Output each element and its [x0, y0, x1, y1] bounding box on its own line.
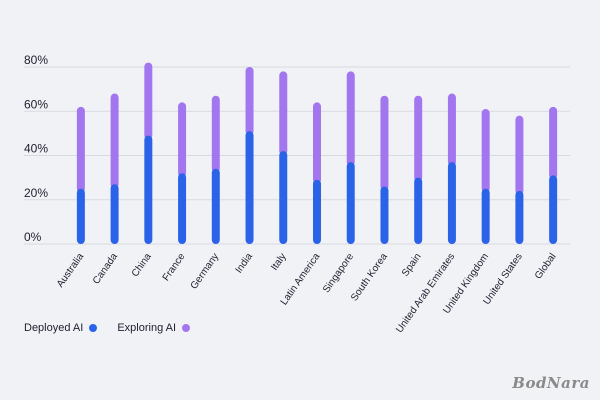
bar-exploring — [279, 71, 288, 156]
bar-exploring — [144, 62, 153, 140]
bar-exploring — [414, 95, 423, 182]
y-tick-label: 80% — [24, 53, 48, 67]
bar-deployed — [549, 175, 558, 244]
bar-exploring — [211, 95, 220, 173]
legend-item-exploring: Exploring AI — [117, 322, 191, 334]
bar-deployed — [313, 179, 321, 244]
bar-deployed — [245, 131, 254, 244]
bar-deployed — [178, 173, 187, 244]
x-tick-label: Spain — [400, 251, 424, 278]
bar-deployed — [447, 162, 456, 244]
x-tick-label: Singapore — [321, 251, 356, 295]
bar-exploring — [245, 67, 254, 136]
bar-exploring — [481, 109, 490, 193]
legend-dot-exploring — [182, 324, 191, 332]
x-tick-label: Italy — [269, 251, 289, 272]
y-tick-label: 40% — [24, 142, 48, 156]
bar-exploring — [549, 106, 558, 180]
bar-deployed — [515, 190, 524, 244]
bar-exploring — [76, 106, 85, 193]
bar-deployed — [414, 177, 423, 244]
legend: Deployed AI Exploring AI — [24, 322, 191, 334]
x-tick-label: Global — [533, 251, 559, 281]
bar-exploring — [178, 102, 187, 178]
bar-deployed — [279, 151, 288, 244]
y-tick-label: 0% — [24, 230, 42, 244]
x-tick-label: Australia — [55, 251, 87, 290]
bar-deployed — [110, 184, 119, 244]
bar-exploring — [447, 93, 456, 167]
bar-deployed — [211, 168, 220, 244]
legend-label-exploring: Exploring AI — [117, 322, 177, 334]
legend-dot-deployed — [89, 324, 98, 332]
y-tick-label: 20% — [24, 186, 48, 200]
bar-exploring — [313, 102, 321, 184]
legend-item-deployed: Deployed AI — [24, 322, 98, 334]
x-tick-label: China — [130, 251, 154, 279]
bar-deployed — [380, 186, 389, 244]
bar-deployed — [76, 188, 85, 244]
x-tick-label: France — [161, 251, 188, 283]
bar-deployed — [481, 188, 490, 244]
x-tick-label: United Arab Emirates — [394, 251, 457, 335]
x-tick-label: Canada — [91, 251, 120, 286]
bar-deployed — [346, 162, 355, 244]
x-tick-label: Germany — [189, 251, 222, 291]
bars — [76, 62, 558, 244]
bar-exploring — [346, 71, 355, 167]
bar-deployed — [144, 135, 153, 244]
y-tick-label: 60% — [24, 97, 48, 111]
bar-exploring — [380, 95, 389, 191]
bar-exploring — [515, 115, 524, 195]
bar-exploring — [110, 93, 119, 189]
legend-label-deployed: Deployed AI — [24, 322, 84, 334]
x-tick-label: India — [234, 251, 256, 275]
y-axis: 0% 20% 40% 60% 80% — [24, 53, 48, 244]
watermark-logo: BodNara — [512, 374, 590, 392]
